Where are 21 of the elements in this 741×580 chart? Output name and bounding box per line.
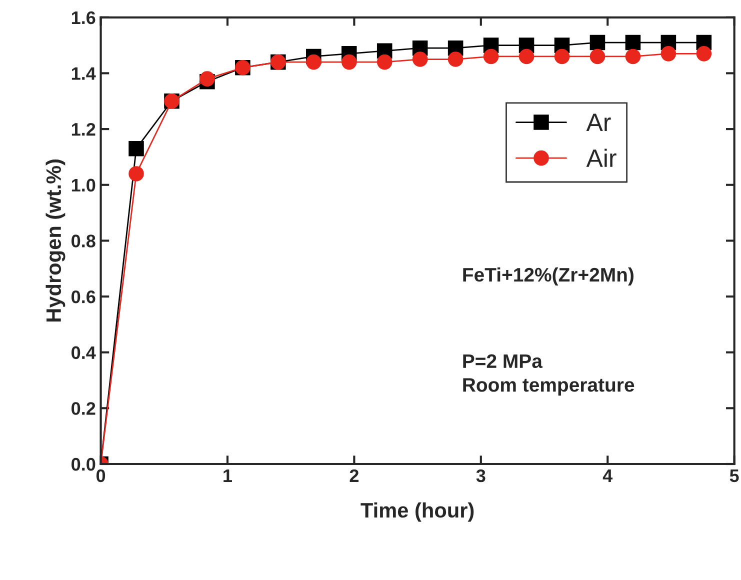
y-tick-label: 1.6 <box>72 11 96 24</box>
y-axis-title: Hydrogen (wt.%) <box>46 160 66 322</box>
x-tick-label: 1 <box>224 470 232 482</box>
y-tick-label: 1.4 <box>72 67 96 80</box>
x-tick-label: 0 <box>96 469 106 482</box>
y-tick-label: 0.8 <box>72 234 96 248</box>
annotation: FeTi+12%(Zr+2Mn) <box>463 267 634 286</box>
y-tick-label: 0.6 <box>72 290 96 304</box>
x-tick-label: 5 <box>730 470 739 482</box>
y-tick-label: 1.2 <box>72 122 96 136</box>
y-tick-label: 0.2 <box>72 402 96 415</box>
x-axis-title: Time (hour) <box>360 502 474 522</box>
x-tick-label: 2 <box>350 469 358 482</box>
x-tick-label: 4 <box>602 470 613 482</box>
legend-label: Ar <box>586 114 611 132</box>
x-tick-label: 3 <box>476 469 486 482</box>
y-tick-label: 1.0 <box>72 178 96 192</box>
annotation: P=2 MPa Room temperature <box>463 354 634 396</box>
y-tick-label: 0.0 <box>72 458 96 471</box>
legend-label: Air <box>586 148 616 167</box>
y-tick-label: 0.4 <box>72 346 96 360</box>
